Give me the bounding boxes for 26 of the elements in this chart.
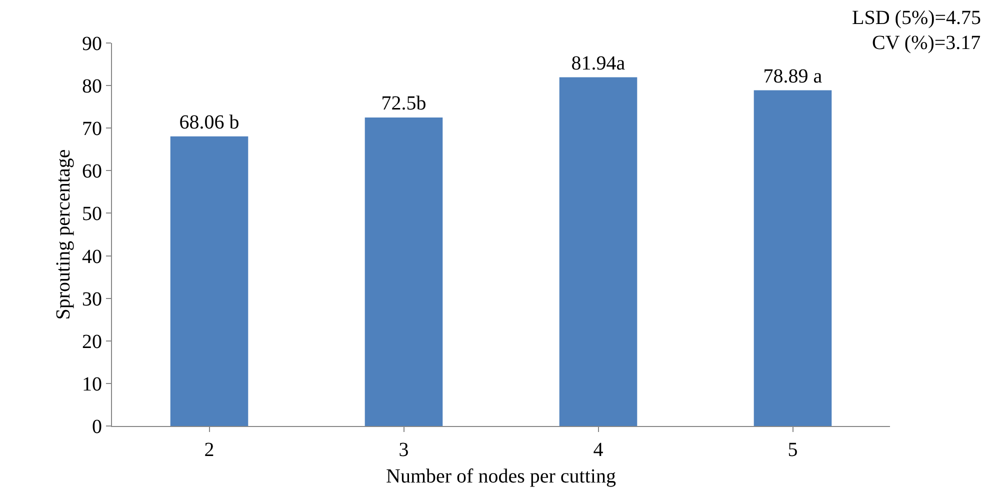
y-tick-label: 90 bbox=[82, 33, 102, 55]
x-axis-title: Number of nodes per cutting bbox=[386, 466, 616, 488]
data-label: 81.94a bbox=[571, 52, 626, 74]
bar bbox=[754, 90, 832, 426]
y-tick-label: 70 bbox=[82, 118, 102, 140]
y-tick-label: 30 bbox=[82, 288, 102, 310]
y-tick-label: 10 bbox=[82, 373, 102, 396]
y-tick-label: 40 bbox=[82, 246, 102, 268]
y-tick-label: 0 bbox=[92, 416, 102, 438]
x-tick-label: 2 bbox=[204, 439, 214, 461]
data-label: 72.5b bbox=[381, 92, 426, 114]
y-axis-title: Sprouting percentage bbox=[52, 149, 74, 320]
y-tick-label: 50 bbox=[82, 203, 102, 226]
bar bbox=[364, 117, 443, 426]
data-label: 68.06 b bbox=[179, 111, 240, 134]
bar bbox=[559, 77, 638, 426]
annotation: CV (%)=3.17 bbox=[872, 32, 981, 54]
x-tick-label: 3 bbox=[398, 439, 409, 461]
data-label: 78.89 a bbox=[763, 65, 822, 88]
bar bbox=[170, 136, 248, 426]
x-tick-label: 4 bbox=[593, 439, 604, 461]
y-tick-label: 20 bbox=[82, 330, 102, 353]
text: LSD (5%)=4.75 bbox=[852, 7, 982, 29]
y-tick-label: 60 bbox=[82, 160, 102, 183]
y-tick-label: 80 bbox=[82, 76, 102, 98]
x-tick-label: 5 bbox=[788, 439, 798, 461]
